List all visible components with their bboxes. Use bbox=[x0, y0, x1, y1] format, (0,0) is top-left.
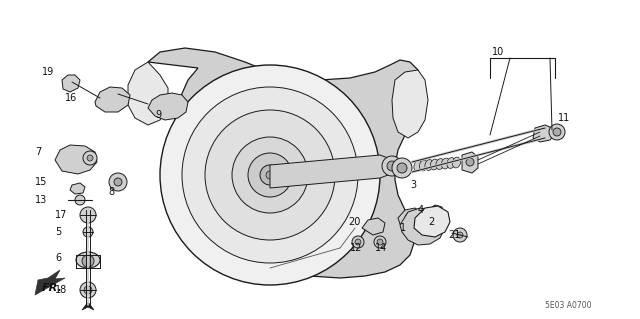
Polygon shape bbox=[148, 93, 188, 120]
Polygon shape bbox=[462, 152, 478, 173]
Text: 12: 12 bbox=[350, 243, 362, 253]
Circle shape bbox=[80, 282, 96, 298]
Circle shape bbox=[433, 208, 441, 216]
Polygon shape bbox=[414, 206, 450, 237]
Polygon shape bbox=[128, 62, 168, 125]
Polygon shape bbox=[398, 208, 422, 226]
Circle shape bbox=[392, 158, 412, 178]
Polygon shape bbox=[70, 183, 85, 194]
Text: 13: 13 bbox=[35, 195, 47, 205]
Polygon shape bbox=[270, 155, 392, 188]
Circle shape bbox=[205, 110, 335, 240]
Circle shape bbox=[377, 239, 383, 245]
Circle shape bbox=[382, 156, 402, 176]
Text: 10: 10 bbox=[492, 47, 504, 57]
Polygon shape bbox=[400, 208, 445, 245]
Circle shape bbox=[83, 151, 97, 165]
Circle shape bbox=[82, 255, 94, 267]
Ellipse shape bbox=[414, 160, 422, 171]
Ellipse shape bbox=[442, 158, 450, 169]
Text: 7: 7 bbox=[35, 147, 41, 157]
Ellipse shape bbox=[419, 160, 428, 171]
Polygon shape bbox=[533, 125, 554, 142]
Circle shape bbox=[466, 158, 474, 166]
Text: 20: 20 bbox=[348, 217, 360, 227]
Circle shape bbox=[232, 137, 308, 213]
Polygon shape bbox=[35, 270, 65, 295]
Ellipse shape bbox=[436, 159, 444, 169]
Circle shape bbox=[457, 232, 463, 238]
Text: 18: 18 bbox=[55, 285, 67, 295]
Text: 19: 19 bbox=[42, 67, 54, 77]
Text: 17: 17 bbox=[55, 210, 67, 220]
Polygon shape bbox=[362, 218, 385, 235]
Circle shape bbox=[160, 65, 380, 285]
Ellipse shape bbox=[76, 252, 100, 268]
Text: 11: 11 bbox=[558, 113, 570, 123]
Circle shape bbox=[84, 286, 92, 294]
Text: 9: 9 bbox=[155, 110, 161, 120]
Circle shape bbox=[553, 128, 561, 136]
Circle shape bbox=[114, 178, 122, 186]
Circle shape bbox=[549, 124, 565, 140]
Text: 8: 8 bbox=[108, 187, 114, 197]
Text: FR.: FR. bbox=[42, 283, 63, 293]
Circle shape bbox=[352, 236, 364, 248]
Circle shape bbox=[355, 239, 361, 245]
Text: 4: 4 bbox=[418, 205, 424, 215]
Circle shape bbox=[260, 165, 280, 185]
Circle shape bbox=[182, 87, 358, 263]
Polygon shape bbox=[428, 205, 444, 220]
Ellipse shape bbox=[447, 158, 455, 168]
Polygon shape bbox=[62, 75, 80, 92]
Text: 14: 14 bbox=[375, 243, 387, 253]
Polygon shape bbox=[82, 302, 94, 310]
Ellipse shape bbox=[425, 160, 433, 170]
Polygon shape bbox=[148, 48, 420, 278]
Polygon shape bbox=[95, 87, 130, 112]
Text: 5E03 A0700: 5E03 A0700 bbox=[545, 300, 591, 309]
Text: 16: 16 bbox=[65, 93, 77, 103]
Text: 15: 15 bbox=[35, 177, 47, 187]
Text: 6: 6 bbox=[55, 253, 61, 263]
Circle shape bbox=[248, 153, 292, 197]
Circle shape bbox=[374, 236, 386, 248]
Circle shape bbox=[405, 213, 415, 223]
Text: 21: 21 bbox=[448, 230, 460, 240]
Circle shape bbox=[387, 161, 397, 171]
Text: 1: 1 bbox=[400, 223, 406, 233]
Circle shape bbox=[266, 171, 274, 179]
Text: 3: 3 bbox=[410, 180, 416, 190]
Circle shape bbox=[75, 195, 85, 205]
Circle shape bbox=[453, 228, 467, 242]
Polygon shape bbox=[392, 70, 428, 138]
Circle shape bbox=[109, 173, 127, 191]
Text: 5: 5 bbox=[55, 227, 61, 237]
Text: 2: 2 bbox=[428, 217, 435, 227]
Circle shape bbox=[87, 155, 93, 161]
Ellipse shape bbox=[452, 157, 461, 168]
Circle shape bbox=[80, 207, 96, 223]
Ellipse shape bbox=[430, 159, 438, 170]
Polygon shape bbox=[55, 145, 97, 174]
Circle shape bbox=[83, 227, 93, 237]
Circle shape bbox=[397, 163, 407, 173]
